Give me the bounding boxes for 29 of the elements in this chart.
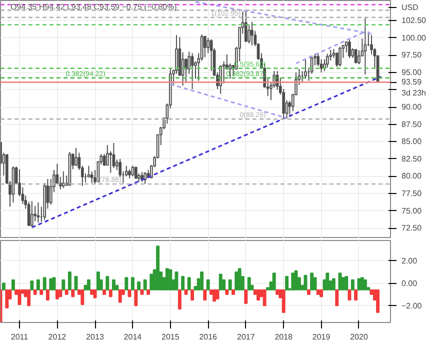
annotation: O94.35 H94.42 L93.48 C93.59 −0.75 (−0.80%) bbox=[10, 2, 178, 12]
x-tick-label: 2013 bbox=[86, 332, 104, 342]
y-tick-label: 82.50 bbox=[402, 154, 422, 164]
x-tick-label: 2019 bbox=[312, 332, 331, 342]
y-tick-label: 102.50 bbox=[402, 16, 427, 26]
x-tick-label: 2016 bbox=[199, 332, 218, 342]
x-tick-label: 2015 bbox=[162, 332, 180, 342]
y-tick-label: 87.50 bbox=[402, 120, 422, 129]
y-tick-label: 80.00 bbox=[402, 172, 422, 181]
x-tick-label: 2012 bbox=[48, 332, 67, 342]
y-tick-label: 77.50 bbox=[402, 189, 422, 198]
y-tick-label: 0.00 bbox=[402, 279, 418, 288]
x-tick-label: 2018 bbox=[274, 332, 294, 342]
x-tick-label: 2014 bbox=[124, 332, 142, 342]
y-tick-label: 2.00 bbox=[402, 256, 418, 266]
y-tick-label: 97.50 bbox=[402, 50, 422, 60]
y-tick-label: 85.00 bbox=[402, 137, 422, 146]
y-tick-label: 75.00 bbox=[402, 206, 422, 216]
y-axis-title: USD bbox=[402, 3, 419, 12]
x-tick-label: 2020 bbox=[350, 332, 368, 342]
y-tick-label: 100.00 bbox=[402, 33, 427, 42]
ref-line-label: 93.59 bbox=[402, 78, 422, 87]
y-tick-label: 72.50 bbox=[402, 224, 422, 233]
y-tick-label: 90.00 bbox=[402, 102, 422, 112]
y-tick-label: −2.00 bbox=[402, 302, 422, 311]
text: 3d 23h bbox=[402, 88, 426, 98]
x-tick-label: 2011 bbox=[10, 332, 29, 342]
y-tick-label: 95.00 bbox=[402, 68, 422, 77]
x-tick-label: 2017 bbox=[237, 332, 256, 342]
